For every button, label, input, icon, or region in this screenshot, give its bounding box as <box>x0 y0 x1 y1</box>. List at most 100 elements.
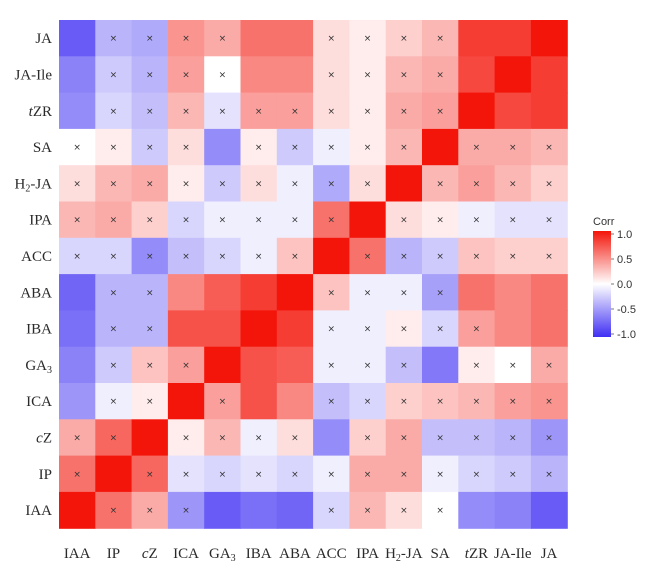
heatmap-cell-ipa-ipa <box>349 201 387 239</box>
heatmap-cell-aba-cz <box>131 274 169 311</box>
column-label-ip: IP <box>107 546 120 562</box>
heatmap-cell-cz-tzr <box>458 419 496 457</box>
heatmap-cell-h2-ja-ja <box>530 165 568 203</box>
heatmap-cell-ja-ile-ipa <box>349 56 387 94</box>
heatmap-cell-h2-ja-ica <box>167 165 205 203</box>
heatmap-cell-ipa-ja <box>530 201 568 239</box>
column-label-ga3: GA3 <box>209 546 236 564</box>
significance-mark: × <box>545 143 553 153</box>
significance-mark: × <box>364 70 372 80</box>
heatmap-cell-iaa-ipa <box>349 491 387 529</box>
significance-mark: × <box>219 252 227 262</box>
heatmap-cell-acc-h2-ja <box>385 237 423 275</box>
significance-mark: × <box>110 252 118 262</box>
significance-mark: × <box>327 325 335 335</box>
significance-mark: × <box>182 252 190 262</box>
significance-mark: × <box>545 470 553 480</box>
heatmap-cell-ip-iaa <box>59 455 96 493</box>
heatmap-cell-ipa-cz <box>131 201 169 239</box>
heatmap-cell-ica-iba <box>240 383 278 420</box>
column-label-sa: SA <box>431 546 450 562</box>
heatmap-cell-tzr-iba <box>240 92 278 130</box>
significance-mark: × <box>509 216 517 226</box>
heatmap-cell-cz-ipa <box>349 419 387 457</box>
heatmap-cell-ica-acc <box>313 383 350 420</box>
heatmap-cell-iaa-iba <box>240 491 278 529</box>
significance-mark: × <box>364 34 372 44</box>
column-label-ja: JA <box>541 546 558 562</box>
significance-mark: × <box>110 397 118 407</box>
heatmap-cell-iaa-ja-ile <box>494 491 532 529</box>
heatmap-cell-ica-iaa <box>59 383 96 420</box>
heatmap-cell-ip-iba <box>240 455 278 493</box>
heatmap-cell-ga3-h2-ja <box>385 346 423 384</box>
significance-mark: × <box>364 470 372 480</box>
heatmap-cell-ga3-tzr <box>458 346 496 384</box>
heatmap-cell-aba-iaa <box>59 274 96 311</box>
heatmap-cell-ja-ile-iaa <box>59 56 96 94</box>
heatmap-cell-iba-cz <box>131 310 169 348</box>
heatmap-cell-h2-ja-ipa <box>349 165 387 203</box>
column-label-iaa: IAA <box>64 546 91 562</box>
significance-mark: × <box>110 325 118 335</box>
significance-mark: × <box>291 179 299 189</box>
heatmap-cell-ga3-iaa <box>59 346 96 384</box>
significance-mark: × <box>182 107 190 117</box>
significance-mark: × <box>182 506 190 516</box>
significance-mark: × <box>473 216 481 226</box>
heatmap-cell-iaa-tzr <box>458 491 496 529</box>
heatmap-cell-ja-ile-aba <box>276 56 314 94</box>
heatmap-cell-ipa-iaa <box>59 201 96 239</box>
significance-mark: × <box>509 252 517 262</box>
heatmap-cell-cz-ga3 <box>204 419 242 457</box>
significance-mark: × <box>110 34 118 44</box>
significance-mark: × <box>545 216 553 226</box>
significance-mark: × <box>400 397 408 407</box>
heatmap-cell-tzr-sa <box>422 92 459 130</box>
significance-mark: × <box>436 34 444 44</box>
significance-mark: × <box>400 325 408 335</box>
heatmap-cell-ipa-aba <box>276 201 314 239</box>
heatmap-cell-ip-ipa <box>349 455 387 493</box>
significance-mark: × <box>110 179 118 189</box>
significance-mark: × <box>182 70 190 80</box>
heatmap-cell-h2-ja-h2-ja <box>385 165 423 203</box>
heatmap-cell-sa-aba <box>276 128 314 166</box>
heatmap-cell-ja-ile-h2-ja <box>385 56 423 94</box>
heatmap-cell-tzr-ja <box>530 92 568 130</box>
significance-mark: × <box>255 252 263 262</box>
heatmap-cell-iba-ja-ile <box>494 310 532 348</box>
heatmap-cell-iba-h2-ja <box>385 310 423 348</box>
significance-marks: × × × × × × × × × × × × × × × × × × × × × × × × × × × × × × × × × × × × × × × ×… <box>73 34 552 516</box>
significance-mark: × <box>473 361 481 371</box>
legend-tick-label: -1.0 <box>617 329 636 341</box>
significance-mark: × <box>473 397 481 407</box>
significance-mark: × <box>364 361 372 371</box>
heatmap-cell-ga3-sa <box>422 346 459 384</box>
row-label-aba: ABA <box>20 285 52 301</box>
row-label-ja-ile: JA-Ile <box>15 67 53 83</box>
significance-mark: × <box>219 397 227 407</box>
heatmap-cell-acc-tzr <box>458 237 496 275</box>
heatmap-cell-acc-ja <box>530 237 568 275</box>
significance-mark: × <box>436 397 444 407</box>
heatmap-cell-aba-sa <box>422 274 459 311</box>
heatmap-cell-ica-ga3 <box>204 383 242 420</box>
significance-mark: × <box>364 325 372 335</box>
row-label-ipa: IPA <box>29 213 52 229</box>
heatmap-cell-h2-ja-ja-ile <box>494 165 532 203</box>
significance-mark: × <box>364 252 372 262</box>
heatmap-cell-aba-h2-ja <box>385 274 423 311</box>
column-label-ja-ile: JA-Ile <box>494 546 532 562</box>
significance-mark: × <box>182 143 190 153</box>
heatmap-cell-sa-tzr <box>458 128 496 166</box>
heatmap-cell-tzr-iaa <box>59 92 96 130</box>
significance-mark: × <box>327 70 335 80</box>
heatmap-cell-ip-ja <box>530 455 568 493</box>
significance-mark: × <box>327 143 335 153</box>
column-label-aba: ABA <box>279 546 311 562</box>
heatmap-cell-ipa-tzr <box>458 201 496 239</box>
significance-mark: × <box>545 361 553 371</box>
heatmap-cell-ipa-iba <box>240 201 278 239</box>
